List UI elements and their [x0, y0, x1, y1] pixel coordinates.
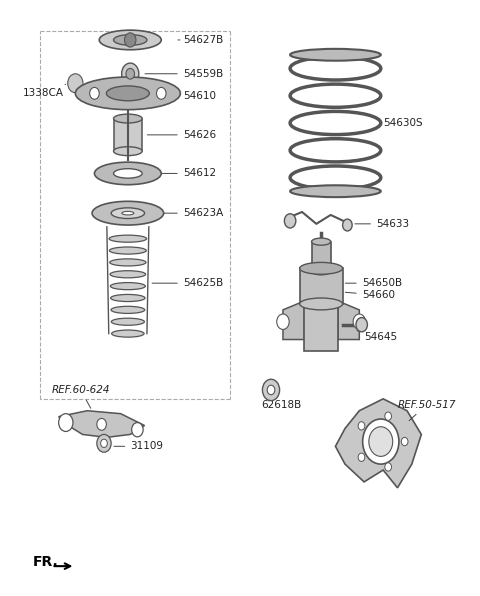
Ellipse shape	[312, 238, 331, 245]
Bar	[312, 241, 331, 271]
Ellipse shape	[290, 185, 381, 197]
Text: 54660: 54660	[346, 290, 395, 300]
Ellipse shape	[110, 271, 145, 278]
Circle shape	[358, 453, 365, 461]
Circle shape	[97, 434, 111, 452]
Ellipse shape	[290, 49, 381, 61]
Ellipse shape	[111, 294, 145, 302]
Text: 1338CA: 1338CA	[23, 84, 66, 98]
Ellipse shape	[114, 147, 142, 156]
Ellipse shape	[111, 306, 144, 313]
Circle shape	[401, 437, 408, 446]
Circle shape	[132, 423, 143, 437]
Ellipse shape	[107, 86, 149, 101]
Circle shape	[97, 418, 107, 430]
Text: 54626: 54626	[147, 130, 216, 140]
Ellipse shape	[300, 262, 343, 274]
Text: 54623A: 54623A	[164, 208, 223, 218]
Polygon shape	[59, 411, 144, 437]
Ellipse shape	[111, 208, 144, 219]
Text: 31109: 31109	[114, 441, 163, 451]
Text: 54630S: 54630S	[383, 118, 423, 128]
Circle shape	[126, 69, 134, 79]
Ellipse shape	[109, 247, 146, 254]
Text: 54612: 54612	[162, 169, 216, 178]
Ellipse shape	[92, 201, 164, 225]
Text: 54633: 54633	[355, 219, 409, 229]
Text: 54625B: 54625B	[152, 278, 223, 288]
Text: 62618B: 62618B	[262, 396, 302, 410]
Polygon shape	[336, 399, 421, 488]
Text: 54650B: 54650B	[346, 278, 402, 288]
Circle shape	[59, 414, 73, 432]
Ellipse shape	[99, 30, 161, 49]
Circle shape	[267, 385, 275, 395]
Ellipse shape	[114, 35, 147, 45]
Ellipse shape	[114, 114, 142, 123]
Text: 54645: 54645	[357, 331, 397, 342]
Ellipse shape	[312, 268, 331, 275]
Polygon shape	[338, 301, 360, 340]
Text: REF.50-517: REF.50-517	[397, 400, 456, 421]
Circle shape	[68, 74, 83, 93]
Text: 54559B: 54559B	[145, 69, 223, 79]
Bar	[304, 304, 338, 352]
Ellipse shape	[75, 77, 180, 110]
Text: REF.60-624: REF.60-624	[51, 385, 110, 408]
Ellipse shape	[114, 169, 142, 178]
Text: 54610: 54610	[157, 91, 216, 101]
Circle shape	[124, 33, 136, 47]
Circle shape	[121, 63, 139, 85]
Ellipse shape	[95, 162, 161, 185]
Text: FR.: FR.	[33, 555, 58, 569]
Bar	[300, 268, 343, 304]
Ellipse shape	[110, 259, 146, 266]
Circle shape	[90, 88, 99, 100]
Circle shape	[343, 219, 352, 231]
Circle shape	[277, 314, 289, 330]
Ellipse shape	[112, 330, 144, 337]
Ellipse shape	[111, 318, 144, 325]
Bar	[114, 119, 142, 151]
Circle shape	[363, 419, 399, 464]
Circle shape	[156, 88, 166, 100]
Ellipse shape	[110, 283, 145, 290]
Circle shape	[356, 318, 367, 332]
Circle shape	[385, 412, 392, 420]
Circle shape	[369, 427, 393, 457]
Ellipse shape	[109, 235, 146, 242]
Text: 54627B: 54627B	[178, 35, 223, 45]
Circle shape	[358, 422, 365, 430]
Circle shape	[263, 379, 280, 401]
Polygon shape	[283, 301, 304, 340]
Circle shape	[385, 463, 392, 471]
Circle shape	[101, 439, 108, 448]
Ellipse shape	[300, 298, 343, 310]
Circle shape	[284, 214, 296, 228]
Circle shape	[353, 314, 365, 330]
Ellipse shape	[122, 212, 134, 215]
